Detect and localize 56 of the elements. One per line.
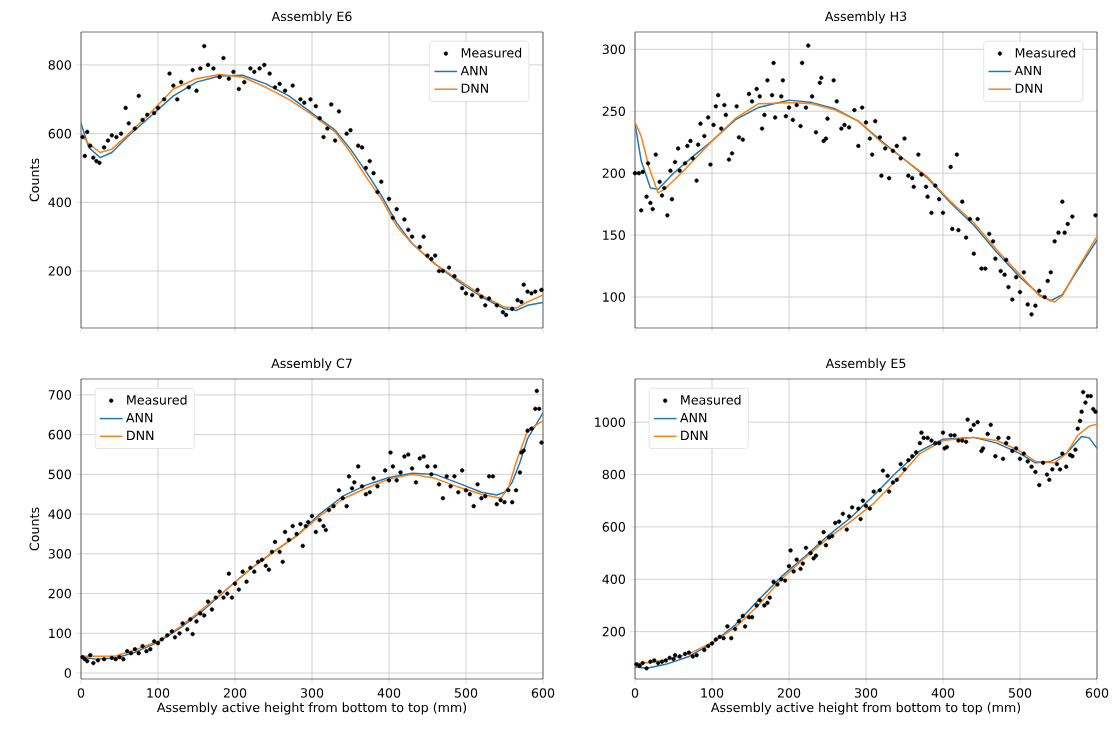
legend-label: Measured [681, 394, 741, 405]
x-tick-label: 0 [77, 688, 85, 698]
y-tick-label: 600 [48, 429, 72, 440]
y-tick-label: 200 [602, 168, 626, 178]
chart-title: Assembly H3 [824, 11, 907, 24]
y-tick-label: 250 [602, 106, 626, 117]
legend-label: ANN [126, 413, 153, 423]
legend-label: Measured [461, 47, 522, 58]
y-tick-label: 100 [603, 292, 626, 302]
x-tick-label: 200 [223, 688, 247, 698]
y-tick-label: 600 [48, 128, 72, 139]
x-tick-label: 300 [854, 688, 878, 698]
y-tick-label: 800 [602, 469, 626, 480]
y-tick-label: 400 [48, 197, 72, 208]
legend-label: DNN [681, 430, 708, 440]
y-tick-label: 200 [48, 588, 72, 599]
x-tick-label: 400 [377, 688, 401, 698]
x-tick-label: 600 [531, 688, 555, 698]
y-tick-label: 400 [602, 574, 626, 585]
y-tick-label: 300 [602, 44, 626, 55]
legend-label: DNN [127, 430, 154, 440]
y-tick-label: 600 [602, 522, 626, 532]
y-tick-label: 200 [602, 626, 626, 637]
legend-label: DNN [1015, 83, 1042, 93]
x-tick-label: 100 [701, 688, 724, 698]
chart-title: Assembly C7 [271, 358, 352, 371]
chart-title: Assembly E5 [825, 358, 906, 371]
legend-label: ANN [1014, 65, 1041, 76]
legend-label: Measured [127, 394, 187, 405]
legend-label: ANN [460, 65, 487, 76]
legend-label: Measured [1015, 47, 1076, 58]
y-tick-label: 100 [49, 628, 72, 639]
y-tick-label: 300 [48, 549, 72, 559]
y-tick-label: 1000 [595, 417, 626, 427]
x-tick-label: 500 [1008, 688, 1032, 698]
x-tick-label: 600 [1085, 688, 1109, 698]
y-tick-label: 500 [48, 469, 72, 480]
legend-label: DNN [461, 83, 488, 93]
x-tick-label: 100 [147, 688, 170, 698]
chart-title: Assembly E6 [271, 11, 352, 24]
x-axis-title: Assembly active height from bottom to top (mm) [710, 702, 1021, 715]
y-tick-label: 400 [48, 509, 72, 519]
x-tick-label: 300 [300, 688, 324, 698]
y-tick-label: 700 [48, 390, 72, 400]
x-tick-label: 500 [454, 688, 478, 698]
y-tick-label: 150 [603, 230, 626, 240]
y-axis-title: Counts [29, 158, 40, 202]
y-tick-label: 800 [48, 60, 72, 70]
y-tick-label: 0 [64, 668, 72, 678]
x-tick-label: 400 [931, 688, 955, 698]
y-tick-label: 200 [48, 266, 72, 276]
y-axis-title: Counts [29, 507, 40, 551]
x-axis-title: Assembly active height from bottom to top (mm) [156, 702, 467, 715]
legend-label: ANN [680, 413, 707, 423]
x-tick-label: 0 [631, 688, 639, 698]
x-tick-label: 200 [777, 688, 801, 698]
